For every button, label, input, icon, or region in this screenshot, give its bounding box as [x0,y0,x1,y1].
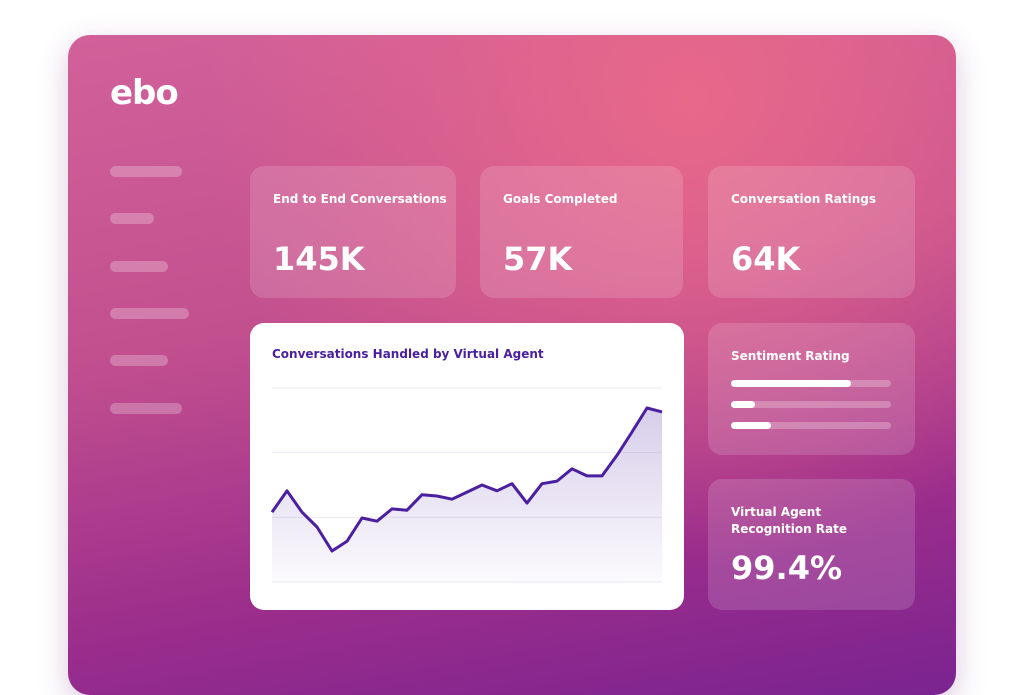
card-title: Goals Completed [503,192,618,206]
stat-card: Virtual Agent Recognition Rate 99.4% [708,479,915,610]
card-value: 145K [273,240,365,278]
stat-card: End to End Conversations 145K [250,166,456,298]
bar [731,380,851,387]
chart [270,387,663,583]
dashboard: ebo End to End Conversations 145K Goals … [68,35,956,695]
chart-card: Conversations Handled by Virtual Agent [250,323,684,610]
card-title: Conversation Ratings [731,192,876,206]
stat-card: Conversation Ratings 64K [708,166,915,298]
nav-item[interactable] [110,308,189,319]
bar-track [731,422,891,429]
nav-item[interactable] [110,261,168,272]
nav-item[interactable] [110,166,182,177]
bar [731,422,771,429]
bar-track [731,380,891,387]
card-value: 57K [503,240,573,278]
card-title: Sentiment Rating [731,349,850,363]
card-title: Virtual Agent Recognition Rate [731,505,848,536]
card-value: 64K [731,240,801,278]
line [270,406,663,553]
sentiment-card: Sentiment Rating [708,323,915,455]
chart-title: Conversations Handled by Virtual Agent [272,347,544,361]
nav-item[interactable] [110,355,168,366]
card-title: End to End Conversations [273,192,447,206]
bar [731,401,755,408]
page: ebo End to End Conversations 145K Goals … [68,35,956,695]
logo: ebo [110,73,179,113]
card-value: 99.4% [731,549,843,587]
area-fill [272,408,662,582]
bar-track [731,401,891,408]
nav-item[interactable] [110,213,154,224]
stat-card: Goals Completed 57K [480,166,683,298]
nav-item[interactable] [110,403,182,414]
